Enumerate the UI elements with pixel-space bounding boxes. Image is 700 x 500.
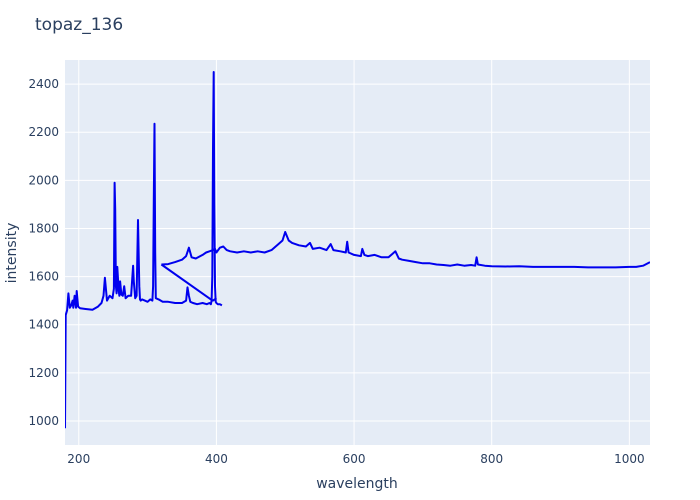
y-gridlines	[65, 83, 650, 422]
x-tick-labels: 200 400 600 800 1000	[67, 452, 644, 466]
series-layer	[65, 71, 650, 429]
y-tick-label: 1800	[28, 221, 59, 235]
y-axis-label: intensity	[4, 223, 20, 284]
x-tick-label: 1000	[614, 452, 645, 466]
y-tick-label: 2400	[28, 77, 59, 91]
spectrum-line-segment-1	[65, 71, 223, 429]
spectrum-line-segment-2	[160, 263, 217, 302]
y-tick-label: 1200	[28, 366, 59, 380]
x-tick-label: 400	[205, 452, 228, 466]
y-tick-label: 1400	[28, 318, 59, 332]
y-tick-label: 2200	[28, 125, 59, 139]
chart-title: topaz_136	[35, 15, 123, 35]
y-tick-label: 2000	[28, 173, 59, 187]
y-tick-label: 1600	[28, 270, 59, 284]
y-tick-labels: 1000 1200 1400 1600 1800 2000 2200 2400	[28, 77, 59, 428]
x-tick-label: 600	[343, 452, 366, 466]
x-tick-label: 200	[67, 452, 90, 466]
x-tick-label: 800	[480, 452, 503, 466]
y-tick-label: 1000	[28, 414, 59, 428]
plot-area	[65, 60, 650, 445]
spectrum-line-segment-3	[161, 231, 650, 269]
x-axis-label: wavelength	[316, 476, 398, 492]
